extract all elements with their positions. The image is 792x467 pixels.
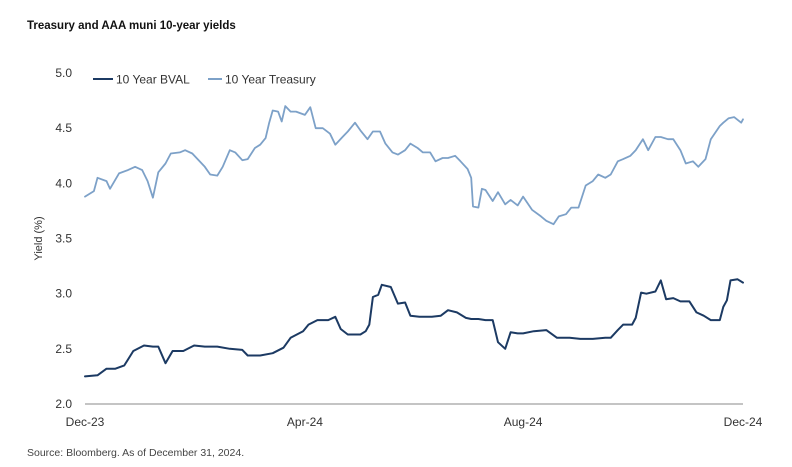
series-layer: [84, 105, 744, 378]
x-axis-ticks: Dec-23 Apr-24 Aug-24 Dec-24: [66, 415, 763, 429]
y-tick-label: 2.5: [55, 342, 72, 356]
y-axis-label: Yield (%): [33, 216, 45, 260]
y-tick-label: 5.0: [55, 66, 72, 80]
x-tick-label: Dec-23: [66, 415, 105, 429]
legend-label: 10 Year Treasury: [225, 73, 316, 87]
series-line-treasury: [84, 105, 744, 226]
y-axis-ticks: 2.0 2.5 3.0 3.5 4.0 4.5 5.0: [55, 66, 72, 411]
y-tick-label: 3.0: [55, 287, 72, 301]
chart-title: Treasury and AAA muni 10-year yields: [27, 20, 236, 32]
y-tick-label: 3.5: [55, 232, 72, 246]
source-note: Source: Bloomberg. As of December 31, 20…: [27, 447, 245, 459]
x-tick-label: Dec-24: [724, 415, 763, 429]
x-tick-label: Apr-24: [287, 415, 323, 429]
y-tick-label: 4.5: [55, 121, 72, 135]
legend-label: 10 Year BVAL: [116, 73, 190, 87]
series-line-bval: [84, 278, 744, 378]
legend: 10 Year BVAL 10 Year Treasury: [93, 73, 316, 87]
y-tick-label: 2.0: [55, 397, 72, 411]
x-tick-label: Aug-24: [504, 415, 543, 429]
y-tick-label: 4.0: [55, 176, 72, 190]
